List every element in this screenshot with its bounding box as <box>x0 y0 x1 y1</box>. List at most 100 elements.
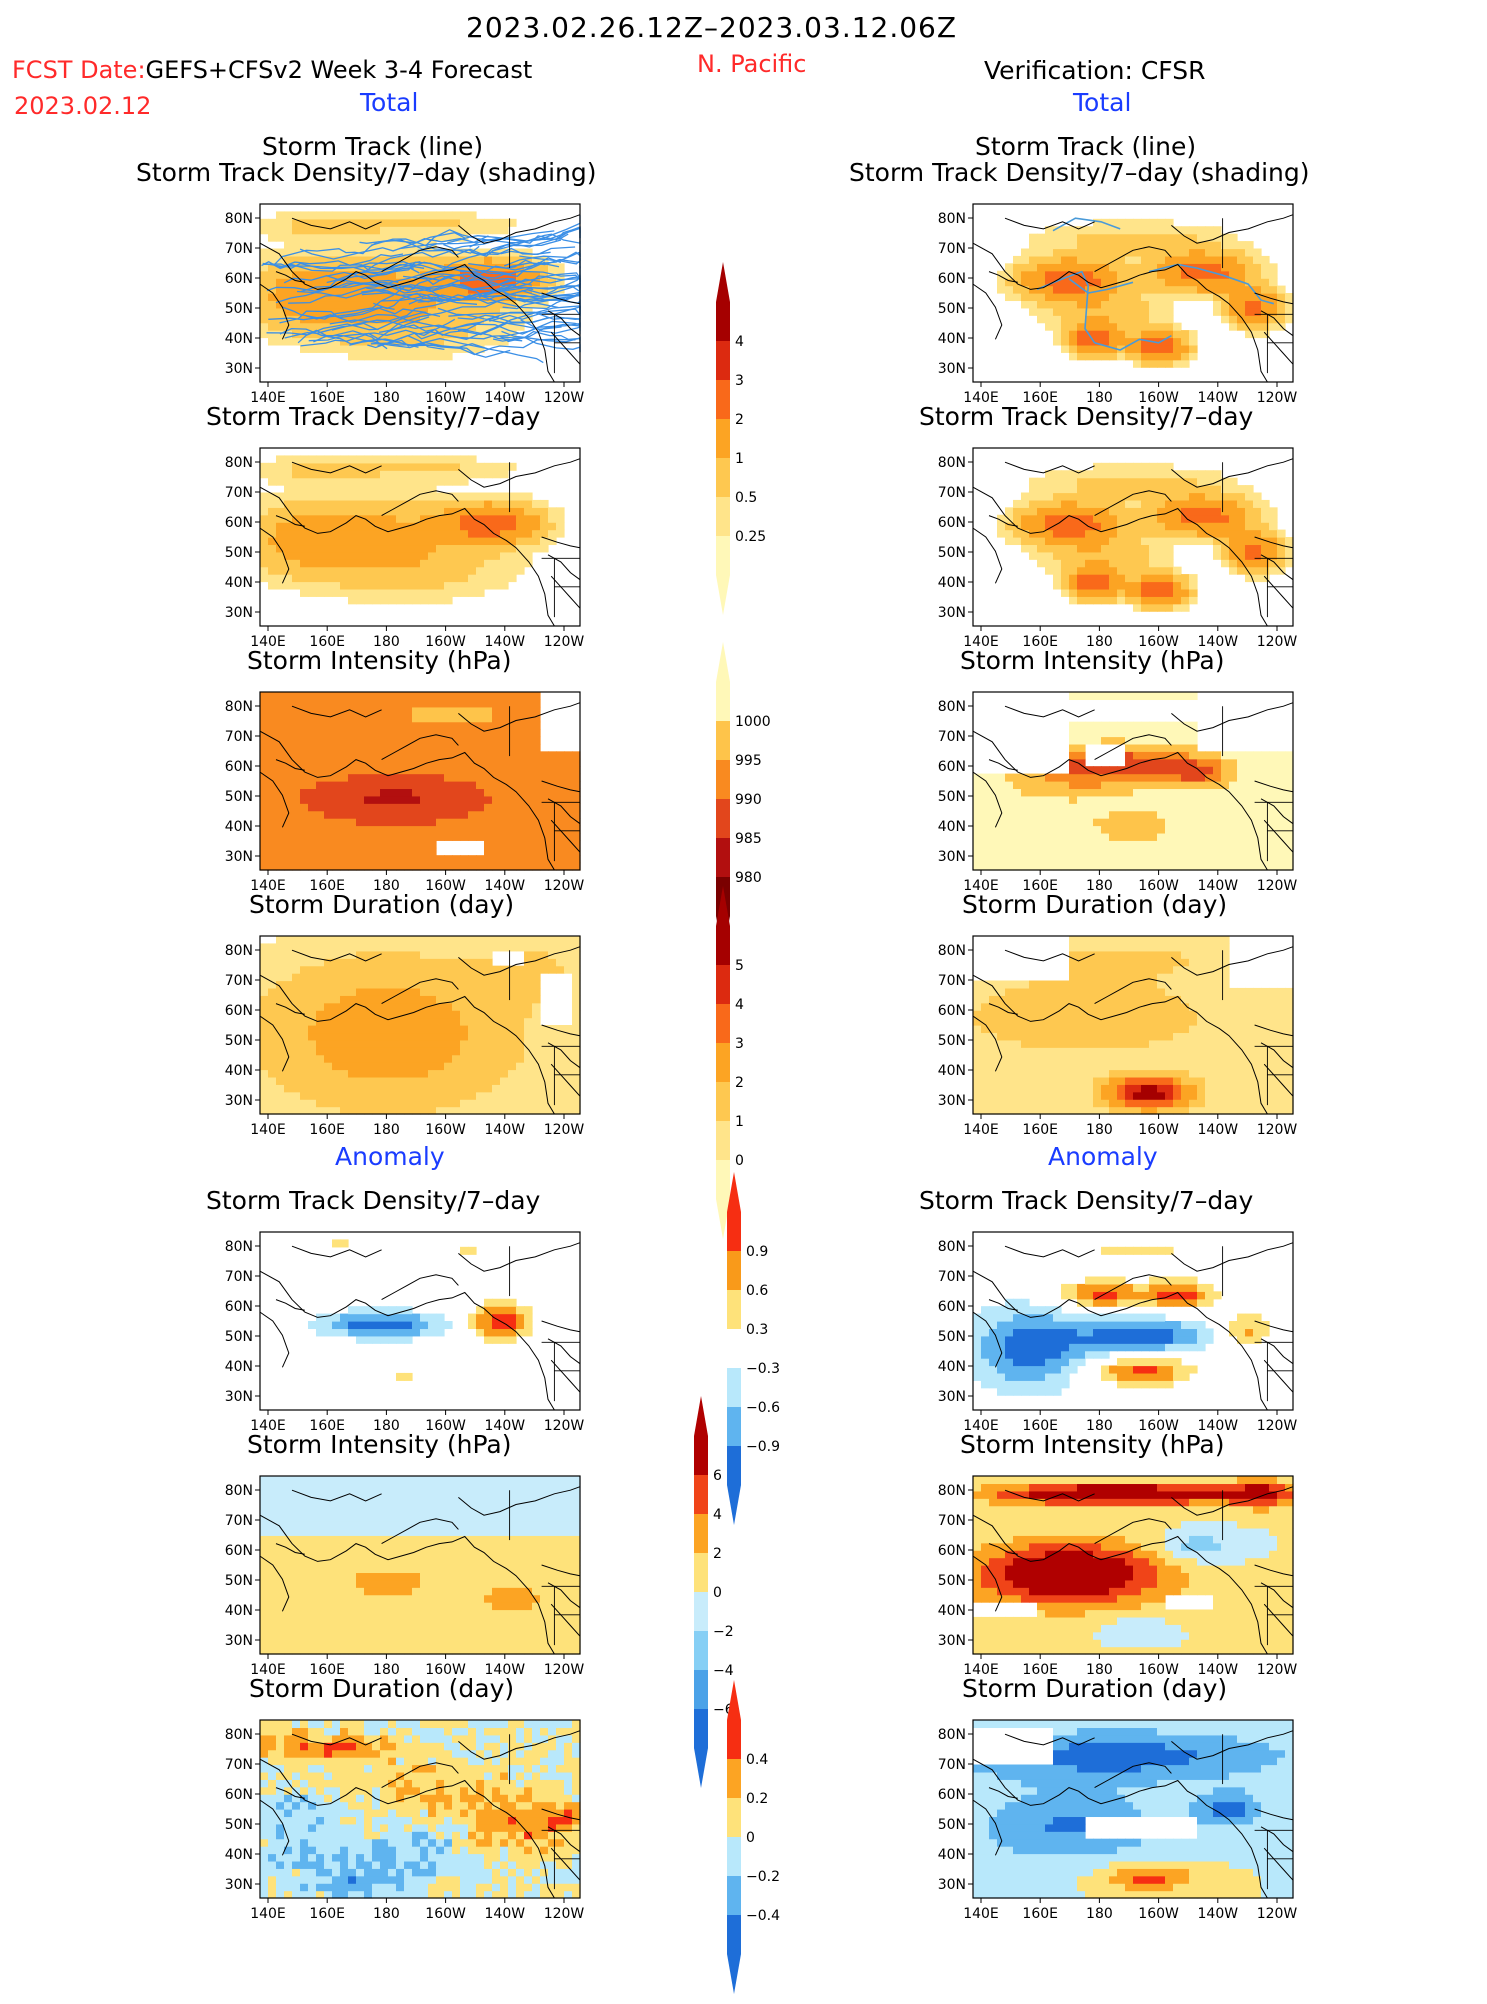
lon-label: 120W <box>1257 634 1298 650</box>
lon-label: 160E <box>1022 1122 1058 1138</box>
lon-label: 180 <box>373 390 400 406</box>
lat-label: 60N <box>225 759 253 775</box>
lon-label: 180 <box>373 634 400 650</box>
lat-label: 60N <box>938 1299 966 1315</box>
lon-label: 160W <box>1138 390 1179 406</box>
lat-label: 30N <box>225 1633 253 1649</box>
lon-label: 180 <box>1086 878 1113 894</box>
lon-label: 160E <box>309 1418 345 1434</box>
colorbar-label: 5 <box>735 958 744 974</box>
lat-label: 60N <box>938 759 966 775</box>
fcst-label: FCST Date:GEFS+CFSv2 Week 3-4 Forecast <box>12 58 532 82</box>
lat-label: 40N <box>938 1847 966 1863</box>
lon-label: 180 <box>373 1662 400 1678</box>
lon-label: 120W <box>1257 878 1298 894</box>
lon-label: 160W <box>425 390 466 406</box>
lon-label: 160W <box>425 1418 466 1434</box>
title-track-shading-left: Storm Track Density/7–day (shading) <box>136 160 597 185</box>
lat-label: 70N <box>938 729 966 745</box>
lat-label: 50N <box>938 789 966 805</box>
lon-label: 160E <box>1022 1662 1058 1678</box>
lon-label: 140E <box>250 390 286 406</box>
colorbar-label: 990 <box>735 792 762 808</box>
lat-label: 30N <box>938 361 966 377</box>
lat-label: 80N <box>225 1727 253 1743</box>
title-track-shading-right: Storm Track Density/7–day (shading) <box>849 160 1310 185</box>
lat-label: 50N <box>225 1033 253 1049</box>
lon-label: 160W <box>1138 878 1179 894</box>
lat-label: 30N <box>225 1093 253 1109</box>
lon-label: 120W <box>544 878 585 894</box>
colorbar-label: −0.3 <box>746 1361 780 1377</box>
lon-label: 140E <box>963 878 999 894</box>
lon-label: 140E <box>963 1418 999 1434</box>
lon-label: 120W <box>1257 1906 1298 1922</box>
lon-label: 160E <box>1022 1418 1058 1434</box>
lat-label: 70N <box>938 1757 966 1773</box>
lon-label: 140E <box>963 1662 999 1678</box>
lat-label: 60N <box>225 271 253 287</box>
lat-label: 40N <box>938 575 966 591</box>
lat-label: 80N <box>938 1239 966 1255</box>
lat-label: 60N <box>938 515 966 531</box>
lat-label: 30N <box>225 849 253 865</box>
lon-label: 120W <box>544 1122 585 1138</box>
lat-label: 70N <box>225 973 253 989</box>
lat-label: 70N <box>225 485 253 501</box>
lon-label: 160E <box>309 1906 345 1922</box>
lat-label: 50N <box>225 1817 253 1833</box>
lat-label: 60N <box>938 1543 966 1559</box>
lon-label: 160W <box>425 1122 466 1138</box>
colorbar-label: 0.3 <box>746 1322 768 1338</box>
colorbar-label: 1000 <box>735 714 771 730</box>
colorbar-label: 6 <box>713 1468 722 1484</box>
title-density-anom-right: Storm Track Density/7–day <box>919 1188 1253 1213</box>
lon-label: 140W <box>1198 1662 1239 1678</box>
lon-label: 180 <box>1086 1122 1113 1138</box>
colorbar-label: 995 <box>735 753 762 769</box>
lon-label: 140E <box>250 1122 286 1138</box>
lon-label: 140W <box>485 634 526 650</box>
lon-label: 140E <box>963 390 999 406</box>
colorbar-label: −2 <box>713 1624 734 1640</box>
lat-label: 30N <box>938 1389 966 1405</box>
lon-label: 160E <box>1022 390 1058 406</box>
lon-label: 180 <box>1086 1418 1113 1434</box>
lat-label: 70N <box>938 241 966 257</box>
lon-label: 120W <box>1257 390 1298 406</box>
colorbar-label: −4 <box>713 1663 734 1679</box>
lat-label: 30N <box>225 605 253 621</box>
colorbar-label: 4 <box>735 334 744 350</box>
lat-label: 30N <box>225 1877 253 1893</box>
lat-label: 40N <box>938 1603 966 1619</box>
lon-label: 180 <box>1086 634 1113 650</box>
lat-label: 50N <box>938 1033 966 1049</box>
lon-label: 120W <box>1257 1122 1298 1138</box>
colorbar-label: 0.4 <box>746 1752 768 1768</box>
shading <box>260 1720 581 1899</box>
lat-label: 70N <box>938 485 966 501</box>
colorbar-label: 2 <box>713 1546 722 1562</box>
lon-label: 160W <box>1138 1122 1179 1138</box>
section-total-left: Total <box>360 90 418 115</box>
fcst-label-prefix: FCST Date: <box>12 56 146 84</box>
colorbar-label: 0.5 <box>735 490 757 506</box>
lon-label: 120W <box>544 1906 585 1922</box>
lon-label: 140W <box>1198 1122 1239 1138</box>
lon-label: 180 <box>1086 1906 1113 1922</box>
lat-label: 50N <box>225 1573 253 1589</box>
lon-label: 140W <box>1198 390 1239 406</box>
lon-label: 160W <box>425 634 466 650</box>
lon-label: 160W <box>1138 1418 1179 1434</box>
lat-label: 40N <box>225 819 253 835</box>
